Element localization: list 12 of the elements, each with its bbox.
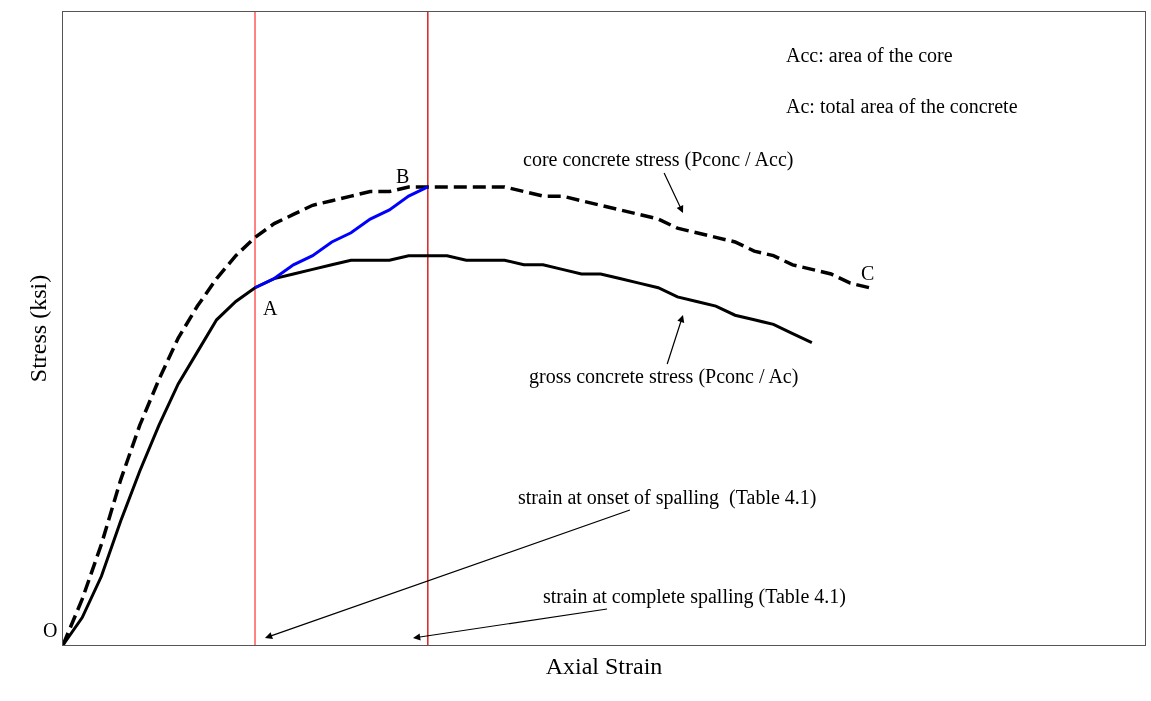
text: O (43, 619, 58, 641)
x-axis-title: Axial Strain (545, 653, 663, 680)
y-axis-title: Stress (ksi) (25, 274, 52, 383)
annotation: C (861, 262, 875, 284)
annotation: B (396, 165, 410, 187)
annotation: strain at complete spalling (Table 4.1) (543, 585, 846, 608)
series-label: core concrete stress (Pconc / Acc) (523, 148, 794, 171)
text: Ac: total area of the concrete (786, 95, 1018, 117)
series-label: gross concrete stress (Pconc / Ac) (529, 365, 799, 388)
text: Acc: area of the core (786, 44, 953, 66)
annotation: strain at onset of spalling (Table 4.1) (518, 486, 817, 509)
annotation: A (263, 297, 278, 319)
